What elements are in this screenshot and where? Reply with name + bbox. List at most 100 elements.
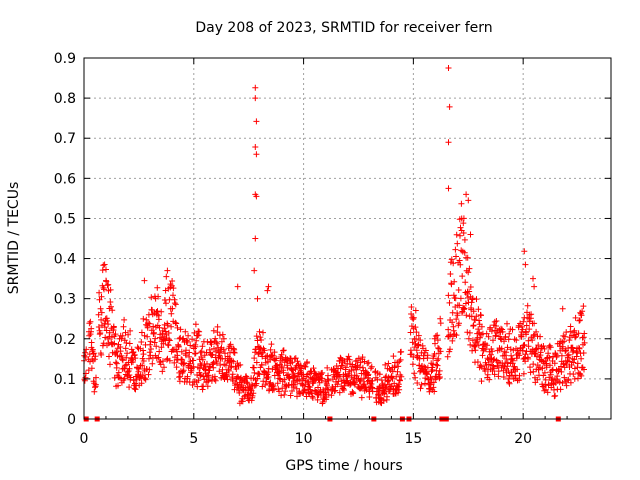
data-point [433,361,440,368]
data-point [466,265,473,272]
data-point [184,338,191,345]
data-point [180,361,187,368]
data-point [547,371,554,378]
data-point [148,346,154,352]
data-point [144,333,151,340]
data-point [227,341,234,348]
data-point [97,330,104,336]
data-point [165,330,172,336]
data-point [412,307,419,314]
data-point [163,300,169,307]
data-point [186,349,193,356]
data-point [345,353,352,360]
data-point [348,374,355,381]
data-point [126,340,133,347]
data-point [513,337,520,344]
data-point [509,357,516,364]
data-point [467,341,474,348]
data-point [154,308,161,315]
data-point [132,355,139,362]
data-point [222,350,228,357]
data-point [580,350,587,356]
data-point [278,351,285,358]
data-point [252,235,259,242]
data-point [146,366,153,373]
data-point [578,312,585,319]
data-point [271,349,278,356]
data-point [376,371,383,378]
data-point [413,329,420,336]
data-point [118,335,125,342]
data-point [556,379,563,386]
data-point [294,373,301,380]
data-point [256,328,263,335]
data-point [413,347,420,354]
data-point [179,368,186,375]
data-point [461,249,468,256]
data-point [558,368,565,375]
data-point [395,363,402,370]
data-point [474,359,481,365]
data-point [157,361,164,368]
data-point [211,345,217,352]
data-point [168,310,175,317]
data-point [189,336,196,343]
data-point [244,380,251,387]
data-point [549,366,556,373]
data-point [453,316,460,323]
data-point [446,299,453,306]
data-point [220,346,227,353]
y-tick-label: 0.8 [54,91,76,107]
data-point [484,371,491,378]
data-point [409,361,416,368]
data-point [465,269,472,276]
data-point [324,382,330,389]
data-point [108,303,114,310]
data-point [359,354,366,361]
data-point [477,334,483,341]
data-point [250,390,257,397]
data-point [545,350,552,357]
data-point [444,353,451,360]
data-point [467,231,474,238]
data-point [236,389,243,396]
data-point [169,305,176,312]
data-point [466,288,473,295]
data-point [85,367,92,374]
data-point [498,345,505,352]
data-point [183,347,189,354]
data-point [112,359,119,366]
data-point [102,334,109,341]
data-point [534,376,541,383]
data-point [281,391,288,398]
data-point [152,335,159,342]
data-point [395,389,401,396]
data-point [554,373,561,380]
data-point [143,316,150,323]
data-point [366,394,373,400]
data-point [546,354,553,361]
data-point [567,323,574,330]
data-point [174,324,181,331]
data-point [151,339,158,346]
data-point [452,246,459,253]
data-point [309,395,316,401]
data-point [219,366,226,373]
data-point [95,324,102,330]
data-point [429,366,436,373]
data-point [551,360,558,367]
data-point [498,325,504,332]
data-point [252,95,259,102]
data-point [160,358,166,365]
data-point [581,330,588,337]
data-point [424,371,431,378]
data-point [181,360,188,367]
y-tick-labels: 0 0.1 0.2 0.3 0.4 0.5 0.6 0.7 0.8 0.9 [54,51,76,428]
data-point [475,342,482,349]
data-point [502,360,509,367]
data-point [495,373,502,380]
data-point [98,309,105,316]
data-point [525,337,532,344]
data-point [424,352,431,359]
data-point [483,330,490,337]
